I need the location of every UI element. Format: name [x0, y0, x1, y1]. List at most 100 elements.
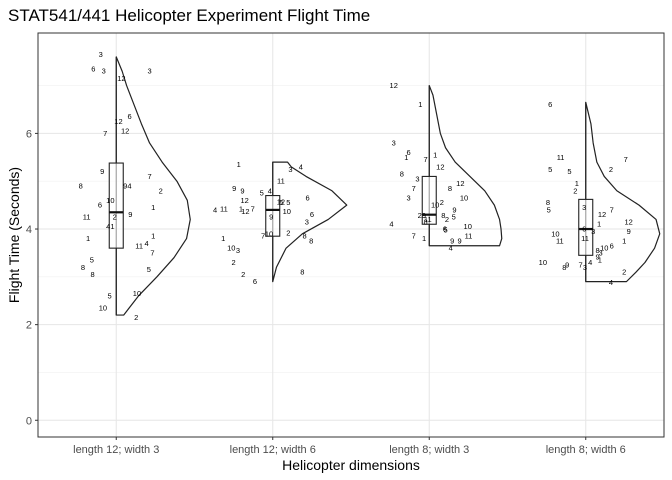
point-label: 11 — [135, 241, 143, 250]
point-label: 7 — [412, 232, 416, 241]
point-label: 4 — [609, 278, 613, 287]
point-label: 7 — [624, 155, 628, 164]
point-label: 9 — [458, 236, 462, 245]
point-label: 9 — [450, 236, 454, 245]
point-label: 1 — [597, 220, 601, 229]
point-label: 7 — [412, 184, 416, 193]
point-label: 7 — [610, 205, 614, 214]
violin-shape — [428, 84, 503, 247]
point-label: 8 — [546, 198, 550, 207]
point-label: 11 — [277, 177, 285, 186]
point-label: 12 — [117, 74, 125, 83]
y-axis: 0 2 4 6 — [26, 128, 38, 427]
point-label: 8 — [448, 184, 452, 193]
point-label: 11 — [556, 236, 564, 245]
point-label: 7 — [147, 172, 151, 181]
point-label: 9 — [232, 184, 236, 193]
point-label: 2 — [445, 215, 449, 224]
point-label: 8 — [441, 211, 445, 220]
violin-shape — [585, 101, 661, 283]
point-label: 12 — [624, 217, 632, 226]
point-label: 6 — [310, 210, 314, 219]
point-label: 1 — [86, 234, 90, 243]
point-label: 10 — [539, 258, 547, 267]
point-label: 2 — [286, 228, 290, 237]
point-label: 2 — [134, 313, 138, 322]
point-label: 5 — [147, 265, 151, 274]
point-label: 8 — [81, 263, 85, 272]
point-label: 6 — [610, 241, 614, 250]
point-label: 3 — [415, 174, 419, 183]
point-label: 11 — [83, 213, 91, 222]
point-label: 6 — [305, 193, 309, 202]
point-label: 4 — [389, 220, 393, 229]
plot-border — [37, 32, 665, 438]
point-label: 12 — [241, 207, 249, 216]
point-label: 9 — [627, 227, 631, 236]
x-tick-label: length 12; width 3 — [73, 444, 159, 456]
y-tick-label: 2 — [26, 320, 32, 332]
point-label: 2 — [241, 270, 245, 279]
point-label: 12 — [390, 81, 398, 90]
point-label: 9 — [596, 252, 600, 261]
point-label: 12 — [240, 196, 248, 205]
point-label: 4 — [449, 244, 453, 253]
box-iqr — [108, 162, 124, 249]
y-axis-title: Flight Time (Seconds) — [6, 167, 22, 303]
point-label: 5 — [547, 205, 551, 214]
point-label: 7 — [261, 232, 265, 241]
point-label: 1 — [404, 153, 408, 162]
point-label: 10 — [99, 303, 107, 312]
point-label: 4 — [145, 239, 149, 248]
point-label: 8 — [423, 217, 427, 226]
point-label: 3 — [583, 263, 587, 272]
point-label: 6 — [443, 225, 447, 234]
x-tick-label: length 8; width 3 — [389, 444, 469, 456]
box-iqr — [265, 195, 281, 237]
y-tick-label: 0 — [26, 415, 32, 427]
point-label: 12 — [598, 210, 606, 219]
point-label: 2 — [573, 186, 577, 195]
point-label: 10 — [106, 196, 114, 205]
point-label: 7 — [150, 248, 154, 257]
point-label: 1 — [239, 204, 243, 213]
point-label: 3 — [236, 246, 240, 255]
point-label: 9 — [240, 186, 244, 195]
point-label: 1 — [422, 234, 426, 243]
point-label: 2 — [622, 268, 626, 277]
point-label: 2 — [609, 165, 613, 174]
x-tick-label: length 12; width 6 — [230, 444, 316, 456]
point-label: 9 — [128, 210, 132, 219]
point-label: 10 — [265, 229, 273, 238]
point-label: 10 — [460, 193, 468, 202]
point-label: 10 — [551, 229, 559, 238]
y-tick-label: 4 — [26, 224, 32, 236]
point-label: 5 — [286, 198, 290, 207]
point-label: 5 — [548, 165, 552, 174]
y-tick-label: 6 — [26, 128, 32, 140]
x-axis: length 12; width 3 length 12; width 6 leng… — [73, 437, 626, 456]
point-label: 3 — [305, 217, 309, 226]
point-label: 9 — [565, 260, 569, 269]
point-label: 6 — [406, 148, 410, 157]
point-label: 3 — [591, 227, 595, 236]
point-label: 1 — [151, 232, 155, 241]
point-label: 9 — [100, 167, 104, 176]
point-label: 10 — [431, 201, 439, 210]
point-label: 1 — [418, 100, 422, 109]
point-label: 1 — [575, 179, 579, 188]
point-label: 9 — [269, 213, 273, 222]
point-label: 1 — [622, 236, 626, 245]
point-label: 5 — [567, 167, 571, 176]
point-label: 11 — [557, 153, 565, 162]
point-label: 11 — [581, 234, 589, 243]
point-label: 5 — [108, 291, 112, 300]
point-label: 6 — [582, 225, 586, 234]
point-label: 5 — [443, 225, 447, 234]
point-label: 3 — [582, 203, 586, 212]
box-iqr — [421, 175, 437, 225]
point-label: 6 — [91, 64, 95, 73]
point-label: 29 — [418, 211, 426, 220]
point-label: 94 — [123, 181, 131, 190]
